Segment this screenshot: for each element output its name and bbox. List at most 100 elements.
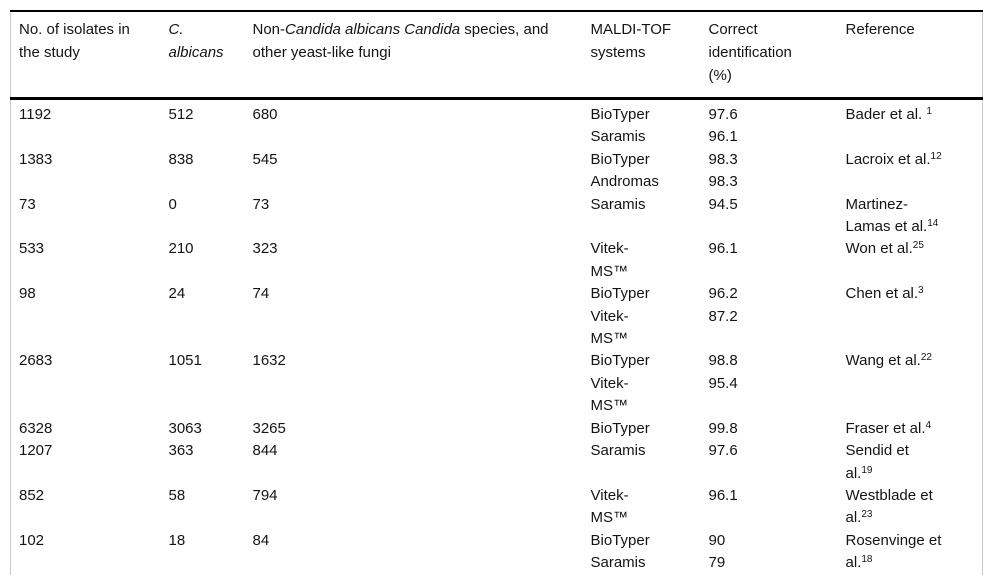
table-row: 102 18 84 BioTyper Saramis 90 79 Rosenvinge et a… <box>11 530 983 575</box>
header-correct-identification: Correct identification (%) <box>700 11 838 100</box>
pct-value: 97.6 <box>708 106 738 123</box>
system-name: Saramis <box>590 554 646 572</box>
system-name: Saramis <box>590 195 646 213</box>
reference-line: al.19 <box>845 464 873 482</box>
c-albicans-cell: 512 <box>168 106 194 123</box>
pct-value: 96.2 <box>708 285 738 303</box>
table-row: 6328 3063 3265 BioTyper 99.8 Fraser et al.4 <box>11 418 983 440</box>
system-name: BioTyper <box>590 419 650 437</box>
header-text-segment: other yeast-like fungi <box>252 44 391 61</box>
reference-superscript: 3 <box>918 285 924 297</box>
reference-superscript: 25 <box>912 240 924 252</box>
isolates-cell: 1207 <box>19 442 53 460</box>
header-maldi-tof-systems: MALDI-TOF systems <box>582 11 701 100</box>
species-name-italic: Candida albicans Candida <box>285 21 461 38</box>
systems-cell: BioTyper Andromas <box>583 149 701 194</box>
reference-cell: Sendid et al.19 <box>838 440 983 485</box>
reference-cell: Bader et al. 1 <box>838 99 983 149</box>
table-header: No. of isolates in the study C. albicans N… <box>10 11 983 100</box>
reference-line: Sendid et <box>845 442 909 460</box>
isolates-cell: 98 <box>19 285 36 303</box>
system-name: BioTyper <box>590 531 650 549</box>
header-text-segment: species, and <box>460 21 549 38</box>
reference-line: Wang et al.22 <box>845 352 932 370</box>
correct-pct-cell: 96.1 <box>701 238 838 283</box>
non-albicans-cell: 680 <box>252 106 278 123</box>
system-name: BioTyper <box>590 285 650 303</box>
c-albicans-cell: 0 <box>168 195 177 213</box>
pct-value: 96.1 <box>708 240 738 258</box>
pct-value: 87.2 <box>708 307 738 325</box>
non-albicans-cell: 74 <box>252 285 270 303</box>
systems-cell: Vitek- MS™ <box>583 238 701 283</box>
reference-superscript: 14 <box>927 218 939 230</box>
reference-cell: Rosenvinge et al.18 <box>838 530 983 575</box>
reference-superscript: 18 <box>861 554 873 566</box>
table-row: 98 24 74 BioTyper Vitek- MS™ 96.2 87.2 Chen et a… <box>11 283 983 350</box>
non-albicans-cell: 84 <box>252 531 270 549</box>
pct-value: 97.6 <box>708 442 738 460</box>
header-reference: Reference <box>837 11 983 100</box>
system-name: Vitek- MS™ <box>590 486 629 527</box>
systems-cell: BioTyper Saramis <box>583 530 701 575</box>
isolates-cell: 852 <box>19 486 45 504</box>
reference-line: Rosenvinge et <box>845 531 942 549</box>
systems-cell: BioTyper Vitek- MS™ <box>583 350 701 417</box>
reference-cell: Wang et al.22 <box>838 350 983 417</box>
c-albicans-cell: 58 <box>168 486 186 504</box>
correct-pct-cell: 90 79 <box>701 530 838 575</box>
pct-value: 98.3 <box>708 173 738 191</box>
reference-line: al.23 <box>845 509 873 527</box>
correct-pct-cell: 96.2 87.2 <box>701 283 838 350</box>
correct-pct-cell: 96.1 <box>701 485 838 530</box>
table-body: 1192 512 680 BioTyper Saramis 97.6 96.1 Bader e… <box>11 99 983 575</box>
reference-line: Bader et al. 1 <box>845 106 932 123</box>
reference-superscript: 19 <box>861 464 873 476</box>
reference-superscript: 4 <box>925 419 932 431</box>
system-name: Saramis <box>590 442 646 460</box>
correct-pct-cell: 97.6 96.1 <box>701 99 838 149</box>
reference-line: Chen et al.3 <box>845 285 924 303</box>
table-row: 2683 1051 1632 BioTyper Vitek- MS™ 98.8 95.4 Wan… <box>11 350 983 417</box>
system-name: BioTyper <box>590 352 650 370</box>
maldi-tof-identification-table: No. of isolates in the study C. albicans N… <box>10 10 983 575</box>
table-row: 852 58 794 Vitek- MS™ 96.1 Westblade et al.23 <box>11 485 983 530</box>
system-name: BioTyper <box>590 106 650 123</box>
isolates-cell: 533 <box>19 240 45 258</box>
reference-line: Lamas et al.14 <box>845 218 939 236</box>
header-non-albicans: Non-Candida albicans Candida species, an… <box>244 11 583 100</box>
systems-cell: BioTyper <box>583 418 701 440</box>
c-albicans-cell: 838 <box>168 150 194 168</box>
non-albicans-cell: 844 <box>252 442 278 460</box>
pct-value: 90 <box>708 531 726 549</box>
correct-pct-cell: 97.6 <box>701 440 838 485</box>
non-albicans-cell: 545 <box>252 150 278 168</box>
pct-value: 79 <box>708 554 726 572</box>
systems-cell: Saramis <box>583 194 701 239</box>
reference-superscript: 12 <box>930 150 942 162</box>
non-albicans-cell: 3265 <box>252 419 286 437</box>
reference-cell: Won et al.25 <box>838 238 983 283</box>
isolates-cell: 1192 <box>19 106 52 123</box>
table-row: 533 210 323 Vitek- MS™ 96.1 Won et al.25 <box>11 238 983 283</box>
non-albicans-cell: 73 <box>252 195 270 213</box>
table-row: 1192 512 680 BioTyper Saramis 97.6 96.1 Bader e… <box>11 99 983 149</box>
c-albicans-cell: 24 <box>168 285 186 303</box>
isolates-cell: 102 <box>19 531 45 549</box>
reference-line: Fraser et al.4 <box>845 419 932 437</box>
table-row: 1207 363 844 Saramis 97.6 Sendid et al.19 <box>11 440 983 485</box>
non-albicans-cell: 794 <box>252 486 278 504</box>
system-name: Vitek- MS™ <box>590 374 629 415</box>
paper-page: No. of isolates in the study C. albicans N… <box>0 10 992 575</box>
reference-line: Lacroix et al.12 <box>845 150 942 168</box>
c-albicans-cell: 210 <box>168 240 194 258</box>
reference-cell: Westblade et al.23 <box>838 485 983 530</box>
reference-line: Won et al.25 <box>845 240 924 258</box>
isolates-cell: 2683 <box>19 352 53 370</box>
c-albicans-cell: 18 <box>168 531 186 549</box>
pct-value: 99.8 <box>708 419 738 437</box>
pct-value: 94.5 <box>708 195 738 213</box>
systems-cell: BioTyper Vitek- MS™ <box>583 283 701 350</box>
c-albicans-cell: 3063 <box>168 419 202 437</box>
isolates-cell: 6328 <box>19 419 53 437</box>
